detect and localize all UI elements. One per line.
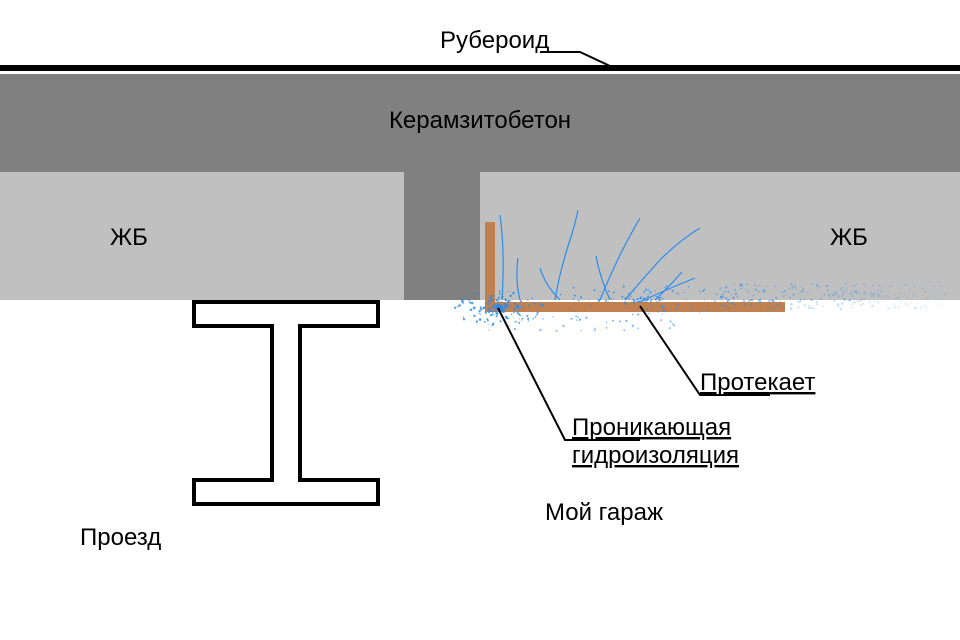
waterproofing-vertical xyxy=(485,222,495,312)
moy-garazh-label: Мой гараж xyxy=(545,499,663,526)
waterproofing-horizontal xyxy=(485,302,785,312)
i-beam xyxy=(194,302,378,504)
ruberoid-layer xyxy=(0,65,960,71)
slab-gap-fill xyxy=(404,172,480,300)
zb-left-label: ЖБ xyxy=(110,224,148,251)
gidroizolyatsiya-label: гидроизоляция xyxy=(572,442,739,469)
protekaet-label: Протекает xyxy=(700,369,815,396)
pronikayushchaya-label: Проникающая xyxy=(572,414,731,441)
zb-right-label: ЖБ xyxy=(830,224,868,251)
ruberoid-leader xyxy=(540,52,610,66)
ruberoid-label: Рубероид xyxy=(440,27,549,54)
garage-roof-diagram: Рубероид Керамзитобетон ЖБ ЖБ Протекает Прони… xyxy=(0,0,960,640)
keramzitobeton-label: Керамзитобетон xyxy=(389,107,571,134)
zb-slab-right xyxy=(480,172,960,300)
zb-slab-left xyxy=(0,172,404,300)
proezd-label: Проезд xyxy=(80,524,161,551)
